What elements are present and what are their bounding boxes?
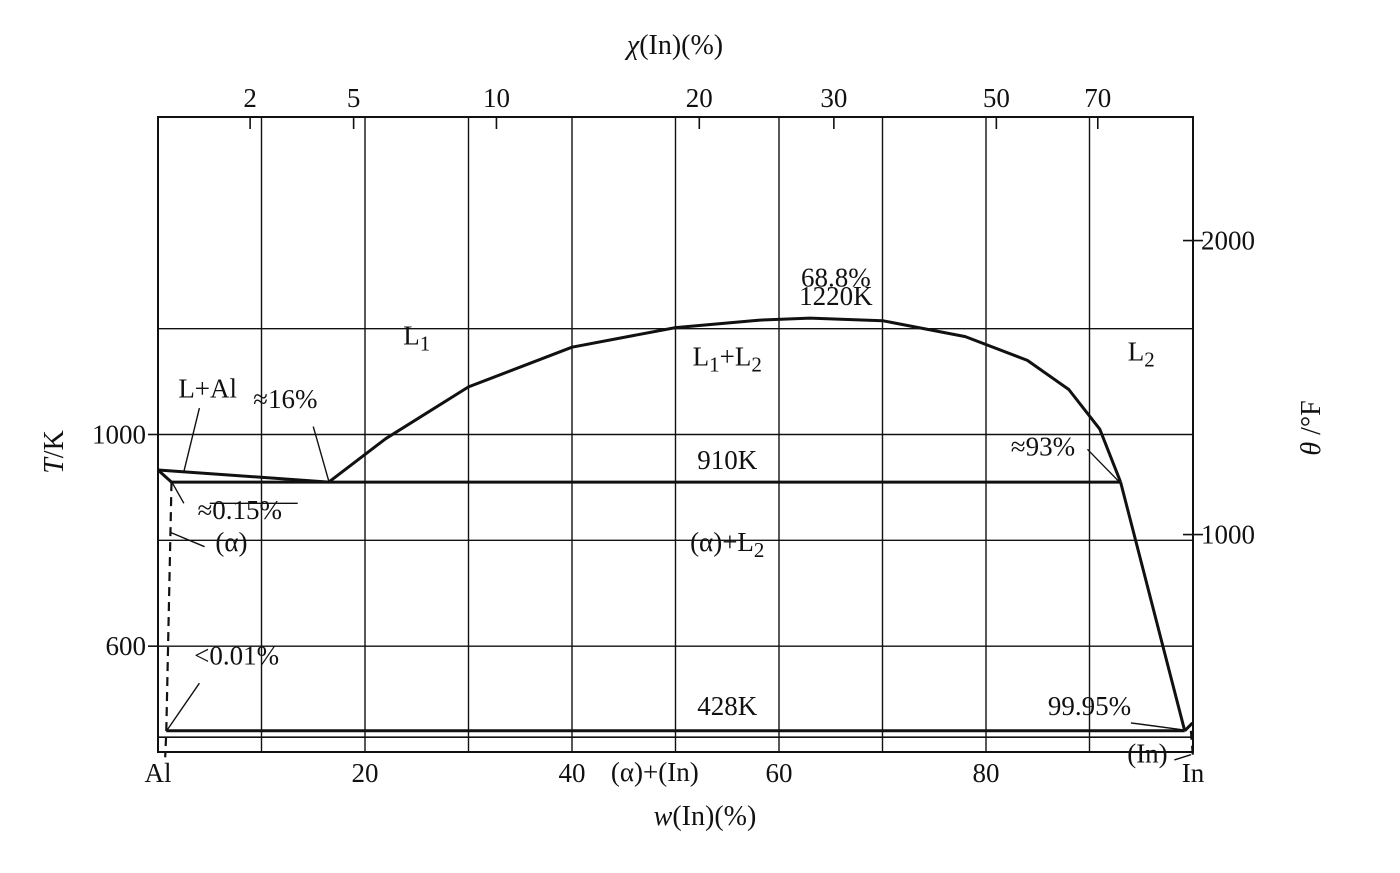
leader-line bbox=[312, 426, 330, 482]
y-tick-label: 600 bbox=[106, 631, 147, 661]
x-axis-title-bottom-rest: (In)(%) bbox=[672, 801, 756, 832]
phase-line-liquidus-in-tail bbox=[1183, 721, 1194, 732]
top-tick-label: 5 bbox=[347, 83, 361, 113]
top-tick-label: 10 bbox=[483, 83, 510, 113]
annotation-text: ≈93% bbox=[1011, 432, 1075, 462]
annotation-subscript: 1 bbox=[709, 353, 720, 377]
x-axis-title-top-rest: (In)(%) bbox=[639, 30, 723, 61]
x-tick-label: 80 bbox=[973, 758, 1000, 788]
leader-lines bbox=[166, 407, 1192, 761]
annotation-subscript: 2 bbox=[754, 538, 765, 562]
leader-line bbox=[1130, 722, 1183, 731]
annotation-text: 428K bbox=[697, 691, 758, 721]
annotation-label: 428K bbox=[697, 691, 758, 721]
annotation-label: <0.01% bbox=[194, 641, 279, 671]
phase-line-in-solvus bbox=[1189, 730, 1195, 758]
annotation-text: L bbox=[403, 321, 420, 351]
leader-line bbox=[171, 482, 185, 504]
annotation-label: 910K bbox=[697, 445, 758, 475]
phase-line-miscibility-gap bbox=[327, 316, 1122, 484]
annotation-label: (α)+(In) bbox=[611, 757, 699, 787]
annotation-subscript: 1 bbox=[420, 331, 431, 355]
grid bbox=[158, 117, 1193, 752]
leader-line bbox=[1174, 753, 1192, 761]
annotation-text: L+Al bbox=[178, 373, 237, 403]
y-axis-title-left-rest: /K bbox=[39, 430, 70, 458]
annotation-label: L1+L2 bbox=[693, 342, 762, 377]
x-tick-label: 40 bbox=[559, 758, 586, 788]
annotation-text: ≈16% bbox=[253, 384, 317, 414]
annotation-label: L2 bbox=[1128, 336, 1155, 371]
annotation-label: ≈16% bbox=[253, 384, 317, 414]
annotation-label: 99.95% bbox=[1048, 691, 1131, 721]
right-tick-label: 2000 bbox=[1201, 226, 1255, 256]
annotation-text: L bbox=[693, 342, 710, 372]
annotation-text: L bbox=[1128, 336, 1145, 366]
x-tick-label: 20 bbox=[352, 758, 379, 788]
x-tick-label: In bbox=[1182, 758, 1205, 788]
phase-line-al-solvus bbox=[164, 482, 173, 758]
annotation-label: (In) bbox=[1127, 739, 1167, 769]
annotation-text: (α) bbox=[215, 527, 247, 557]
top-tick-label: 30 bbox=[820, 83, 847, 113]
annotation-label: ≈0.15% bbox=[197, 495, 282, 525]
x-tick-label: 60 bbox=[766, 758, 793, 788]
top-tick-label: 20 bbox=[686, 83, 713, 113]
annotation-text: (α)+L bbox=[690, 527, 754, 557]
y-axis-title-right-rest: /°F bbox=[1296, 400, 1327, 442]
annotation-label: (α)+L2 bbox=[690, 527, 764, 562]
phase-boundaries bbox=[156, 316, 1195, 758]
annotation-text: +L bbox=[720, 342, 752, 372]
top-tick-label: 70 bbox=[1084, 83, 1111, 113]
annotation-text: <0.01% bbox=[194, 641, 279, 671]
leader-line bbox=[170, 531, 205, 548]
phase-line-liquidus-in bbox=[1119, 481, 1187, 732]
annotation-text: 99.95% bbox=[1048, 691, 1131, 721]
top-tick-label: 50 bbox=[983, 83, 1010, 113]
right-tick-label: 1000 bbox=[1201, 520, 1255, 550]
x-axis-title-bottom: w(In)(%) bbox=[654, 801, 757, 832]
annotation-label: L1 bbox=[403, 321, 430, 356]
annotation-label: ≈93% bbox=[1011, 432, 1075, 462]
annotation-subscript: 2 bbox=[751, 353, 762, 377]
leader-line bbox=[166, 682, 200, 731]
annotation-text: 1220K bbox=[799, 281, 873, 311]
annotation-text: ≈0.15% bbox=[197, 495, 282, 525]
phase-line-al-solidus bbox=[156, 468, 173, 484]
annotation-label: L+Al bbox=[178, 373, 237, 403]
annotation-text: (In) bbox=[1127, 739, 1167, 769]
annotation-label: 1220K bbox=[799, 281, 873, 311]
annotation-subscript: 2 bbox=[1144, 347, 1155, 371]
y-tick-label: 1000 bbox=[92, 420, 146, 450]
leader-line bbox=[183, 407, 201, 472]
annotation-text: 68.8% bbox=[801, 262, 871, 292]
leader-line bbox=[1086, 448, 1119, 482]
y-axis-title-left: T/K bbox=[39, 430, 70, 474]
phase-line-liquidus-al bbox=[157, 468, 329, 484]
axis-ticks: Al 20 40 60 80 In 600 1000 2 5 10 20 30 50 70 1000 2000 bbox=[92, 83, 1255, 788]
annotation-label: 68.8% bbox=[801, 262, 871, 292]
chart-background bbox=[38, 30, 1322, 830]
annotation-text: (α)+(In) bbox=[611, 757, 699, 787]
y-axis-title-right: θ /°F bbox=[1296, 400, 1327, 455]
x-axis-title-top: χ(In)(%) bbox=[624, 30, 723, 61]
top-tick-label: 2 bbox=[243, 83, 257, 113]
annotation-text: 910K bbox=[697, 445, 758, 475]
annotation-label: (α) bbox=[215, 527, 247, 557]
x-tick-label: Al bbox=[145, 758, 172, 788]
